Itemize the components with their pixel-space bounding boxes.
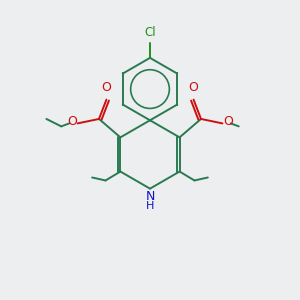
Text: H: H — [146, 201, 154, 211]
Text: O: O — [223, 116, 233, 128]
Text: N: N — [145, 190, 155, 203]
Text: Cl: Cl — [144, 26, 156, 38]
Text: O: O — [101, 81, 111, 94]
Text: O: O — [189, 81, 199, 94]
Text: O: O — [67, 116, 77, 128]
